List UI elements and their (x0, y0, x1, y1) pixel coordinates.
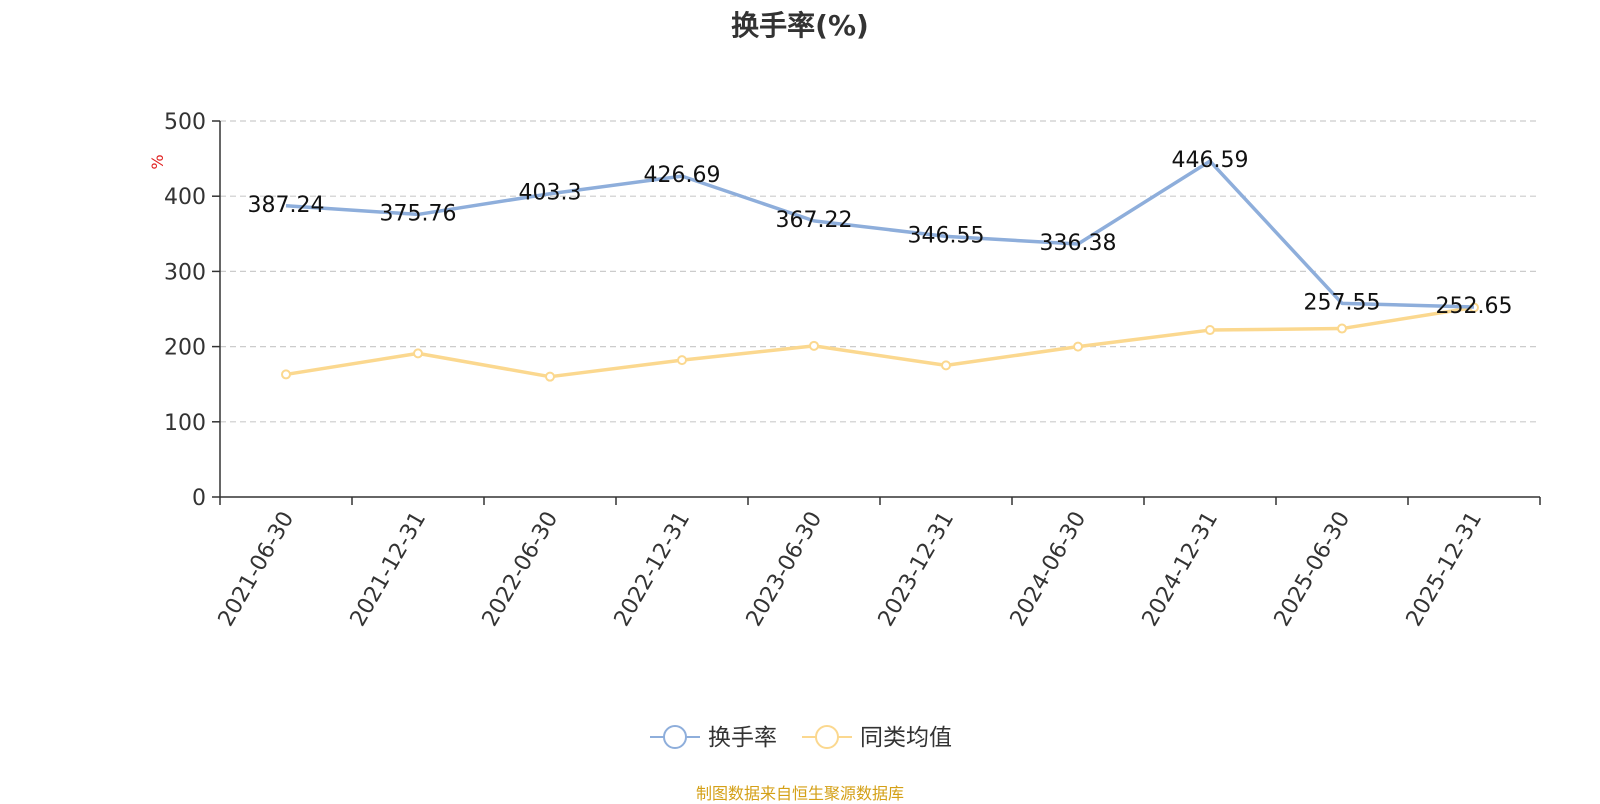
data-point (1073, 341, 1083, 352)
y-axis-label: % (148, 154, 167, 169)
data-label: 252.65 (1436, 294, 1513, 319)
x-tick-label: 2024-12-31 (1138, 508, 1224, 631)
data-label: 375.76 (380, 201, 457, 226)
data-point (545, 371, 555, 382)
legend: 换手率 同类均值 (650, 725, 952, 751)
y-tick-label: 400 (164, 185, 206, 210)
x-tick-label: 2021-12-31 (346, 508, 432, 631)
x-tick-label: 2021-06-30 (214, 508, 300, 631)
data-point (677, 355, 687, 366)
y-tick-label: 500 (164, 110, 206, 135)
legend-item-0: 换手率 (650, 725, 777, 751)
legend-label: 换手率 (708, 725, 777, 751)
source-note: 制图数据来自恒生聚源数据库 (695, 784, 904, 803)
legend-item-1: 同类均值 (802, 725, 952, 751)
y-tick-label: 300 (164, 260, 206, 285)
legend-label: 同类均值 (860, 725, 952, 751)
data-label: 403.3 (519, 181, 582, 206)
data-label: 426.69 (644, 163, 721, 188)
axis-layer: 0 100 200 300 400 500% 2021-06-30 2021-12-31 202… (148, 110, 1541, 631)
legend-marker-icon (815, 725, 839, 749)
x-tick-label: 2022-12-31 (610, 508, 696, 631)
data-label: 446.59 (1172, 148, 1249, 173)
data-label: 336.38 (1040, 231, 1117, 256)
x-tick-label: 2025-12-31 (1402, 508, 1488, 631)
series-line-0 (285, 159, 1475, 309)
data-point (809, 340, 819, 351)
data-point (413, 348, 423, 359)
x-tick-label: 2023-06-30 (742, 508, 828, 631)
data-label: 346.55 (908, 223, 985, 248)
x-tick-label: 2025-06-30 (1270, 508, 1356, 631)
chart-title: 换手率(%) (731, 9, 869, 42)
series-layer (281, 159, 1479, 382)
data-label: 387.24 (248, 193, 325, 218)
data-point (281, 369, 291, 380)
x-tick-label: 2023-12-31 (874, 508, 960, 631)
data-point (1337, 323, 1347, 334)
y-tick-label: 200 (164, 336, 206, 361)
data-point (1205, 325, 1215, 336)
grid-layer (220, 120, 1540, 423)
x-tick-label: 2024-06-30 (1006, 508, 1092, 631)
data-label: 257.55 (1304, 290, 1381, 315)
data-point (941, 360, 951, 371)
y-tick-label: 100 (164, 411, 206, 436)
data-label: 367.22 (776, 208, 853, 233)
series-line-1 (285, 305, 1475, 379)
y-tick-label: 0 (192, 486, 206, 511)
label-layer: 387.24 375.76 403.3 426.69 367.22 346.55 336.3… (248, 148, 1513, 319)
legend-marker-icon (663, 725, 687, 749)
x-tick-label: 2022-06-30 (478, 508, 564, 631)
